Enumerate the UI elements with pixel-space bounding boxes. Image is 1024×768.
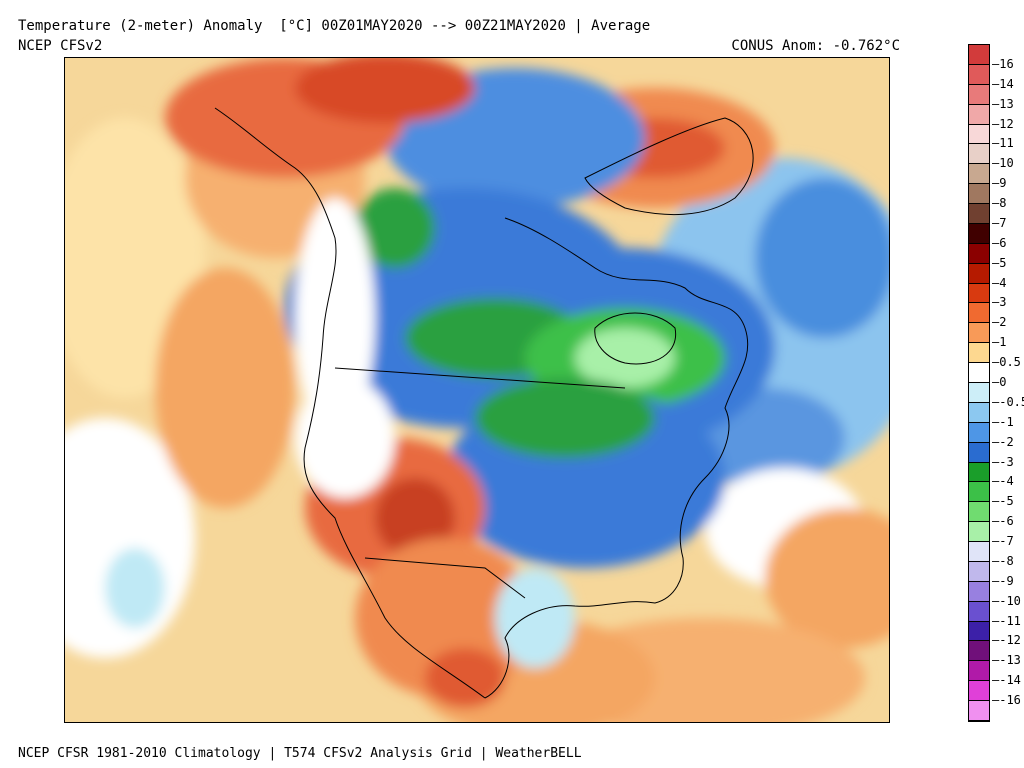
color-scale-swatch xyxy=(969,64,989,85)
beaufort-hot-core xyxy=(295,58,475,123)
chart-title: Temperature (2-meter) Anomaly [°C] 00Z01… xyxy=(18,18,651,34)
color-scale-label: –8 xyxy=(992,196,1007,211)
color-scale-label: –0.5 xyxy=(992,355,1021,370)
color-scale-swatch xyxy=(969,402,989,423)
color-scale-swatch xyxy=(969,641,989,662)
color-scale-swatch xyxy=(969,701,989,721)
pacific-cool-patch xyxy=(105,548,165,628)
anomaly-map-canvas xyxy=(65,58,889,722)
color-scale-swatch xyxy=(969,661,989,682)
color-scale-label: –10 xyxy=(992,156,1014,171)
conus-anomaly-label: CONUS Anom: -0.762°C xyxy=(731,38,900,54)
color-scale-swatch xyxy=(969,522,989,543)
color-scale-swatch xyxy=(969,243,989,264)
color-scale-label: –-3 xyxy=(992,454,1014,469)
color-scale-label: –-2 xyxy=(992,434,1014,449)
atlantic-gulf-coastline xyxy=(484,217,749,699)
color-scale-label: –-8 xyxy=(992,553,1014,568)
color-scale-swatch xyxy=(969,124,989,145)
color-scale-label: –-12 xyxy=(992,633,1021,648)
color-scale-swatch xyxy=(969,144,989,165)
color-scale-label: –5 xyxy=(992,255,1007,270)
color-scale-label: –-5 xyxy=(992,494,1014,509)
nw-canada-very-cold xyxy=(355,188,435,268)
color-scale-label: –14 xyxy=(992,76,1014,91)
color-scale-swatch xyxy=(969,681,989,702)
color-scale-label: –-4 xyxy=(992,474,1014,489)
color-scale-label: –-10 xyxy=(992,593,1021,608)
us-mexico-border xyxy=(364,557,526,599)
color-scale-swatch xyxy=(969,323,989,344)
color-scale-label: –2 xyxy=(992,315,1007,330)
color-scale-label: –7 xyxy=(992,215,1007,230)
color-scale-swatch xyxy=(969,542,989,562)
color-scale-swatch xyxy=(969,84,989,105)
color-scale-label: –-9 xyxy=(992,573,1014,588)
us-canada-border xyxy=(334,367,626,389)
color-scale-label: –3 xyxy=(992,295,1007,310)
color-scale-swatch xyxy=(969,442,989,463)
footer-credits: NCEP CFSR 1981-2010 Climatology | T574 C… xyxy=(18,746,582,761)
color-scale-swatch xyxy=(969,303,989,324)
color-scale-swatch xyxy=(969,223,989,244)
pacific-warm-region xyxy=(155,268,295,508)
pacific-coast-neutral xyxy=(295,198,375,438)
color-scale-label: –0 xyxy=(992,375,1007,389)
color-scale-swatch xyxy=(969,263,989,284)
color-scale-label: –12 xyxy=(992,116,1014,131)
color-scale-label: –6 xyxy=(992,235,1007,250)
color-scale-label: –1 xyxy=(992,335,1007,350)
texas-cool-patch xyxy=(495,568,575,668)
southwest-hot-core xyxy=(375,478,455,558)
color-scale-label: –16 xyxy=(992,56,1014,71)
anomaly-map xyxy=(64,57,890,723)
color-scale-swatch xyxy=(969,383,989,403)
quebec-extreme-cold xyxy=(575,328,675,388)
color-scale-label: –-14 xyxy=(992,673,1021,688)
atlantic-warm-region xyxy=(765,508,889,648)
color-scale-swatch xyxy=(969,422,989,443)
color-scale-label: –-13 xyxy=(992,653,1021,668)
great-lakes-very-cold xyxy=(475,378,655,458)
color-scale-swatch xyxy=(969,502,989,523)
color-scale-label: –-16 xyxy=(992,693,1021,708)
color-scale-swatch xyxy=(969,581,989,602)
great-basin-neutral xyxy=(295,378,395,498)
color-scale-label: –13 xyxy=(992,96,1014,111)
color-scale-swatch xyxy=(969,164,989,185)
color-scale-label: –-0.5 xyxy=(992,394,1024,409)
color-scale-swatch xyxy=(969,601,989,622)
pacific-coastline xyxy=(214,107,486,699)
color-scale-swatch xyxy=(969,104,989,125)
color-scale-swatch xyxy=(969,482,989,503)
color-scale-swatch xyxy=(969,621,989,642)
color-scale-swatch xyxy=(969,283,989,304)
color-scale-label: –-1 xyxy=(992,414,1014,429)
southern-mexico-hot xyxy=(425,648,505,708)
color-scale-label: –-6 xyxy=(992,514,1014,529)
color-scale-swatch xyxy=(969,204,989,224)
atlantic-cold-core xyxy=(755,178,889,338)
data-source-label: NCEP CFSv2 xyxy=(18,38,103,54)
map-outlines xyxy=(214,107,754,699)
color-scale-swatch xyxy=(969,45,989,65)
color-scale-swatch xyxy=(969,343,989,364)
color-scale-label: –4 xyxy=(992,275,1007,290)
color-scale-swatch xyxy=(969,184,989,205)
color-scale-swatch xyxy=(969,561,989,582)
greenland-outline xyxy=(584,117,754,215)
color-scale-swatch xyxy=(969,363,989,383)
hudson-bay-outline xyxy=(594,312,677,365)
color-scale-label: –11 xyxy=(992,136,1014,151)
color-scale-label: –9 xyxy=(992,176,1007,191)
color-scale-bar xyxy=(968,44,990,722)
color-scale-label: –-7 xyxy=(992,534,1014,549)
color-scale-label: –-11 xyxy=(992,613,1021,628)
color-scale-swatch xyxy=(969,462,989,483)
